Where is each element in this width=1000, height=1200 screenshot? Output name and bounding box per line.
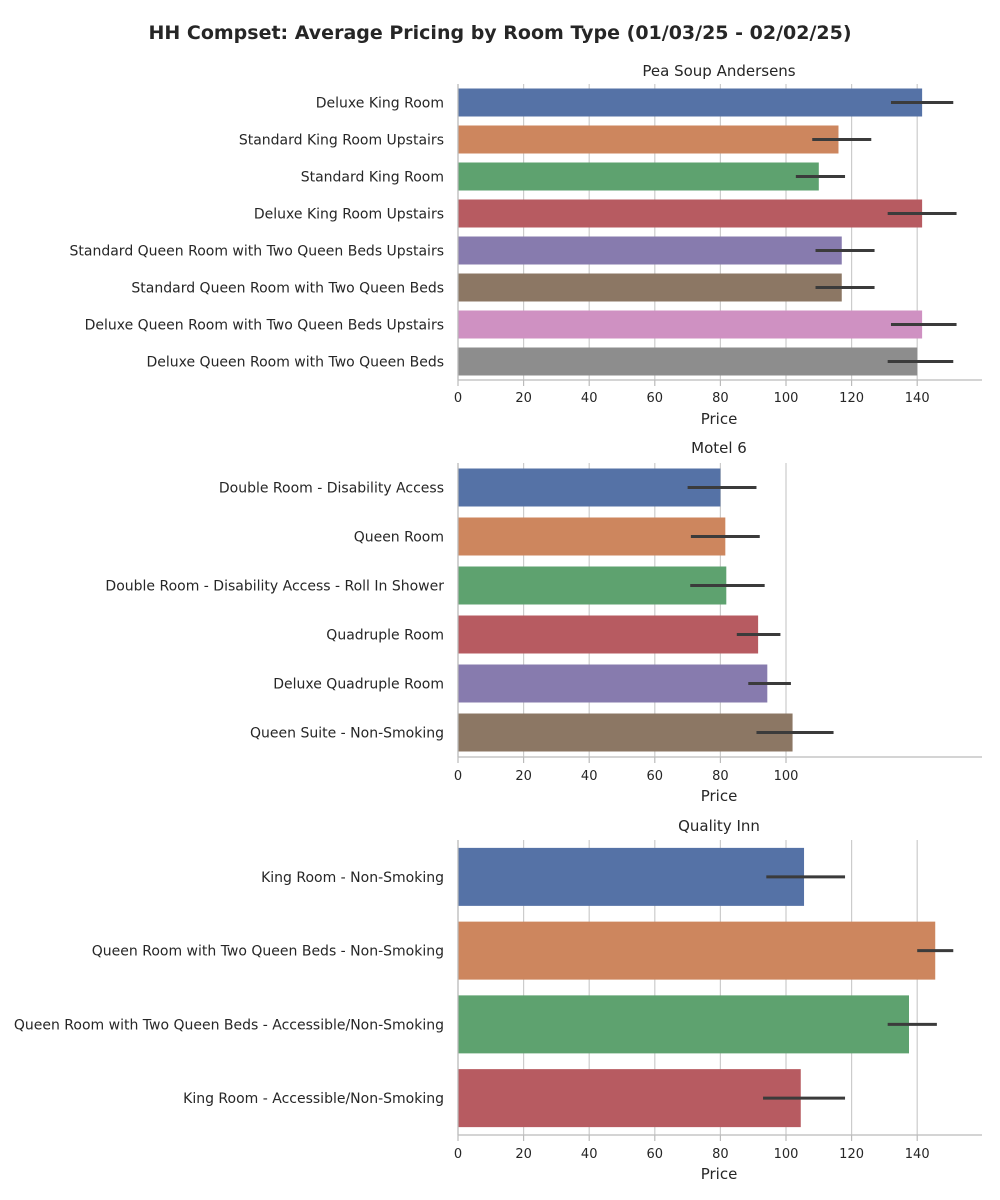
category-label: Quadruple Room (326, 628, 444, 644)
bar (458, 88, 923, 117)
bar (458, 995, 909, 1054)
category-label: Standard King Room (301, 170, 444, 186)
chart-panel-2: Motel 6 0 20 40 60 80 100 Double Room - Disabil… (105, 439, 982, 805)
panel-title: Quality Inn (678, 817, 760, 835)
chart-panel-1: Pea Soup Andersens 0 20 40 60 80 100 120 140 Delu… (70, 62, 982, 428)
x-tick-label: 120 (839, 1147, 864, 1162)
category-label: Deluxe King Room (316, 96, 444, 112)
bar (458, 199, 923, 228)
bar (458, 566, 727, 605)
x-axis-label: Price (701, 410, 738, 428)
bar (458, 273, 842, 302)
x-tick-label: 80 (712, 1147, 729, 1162)
bar (458, 1069, 801, 1128)
category-label: Standard King Room Upstairs (239, 133, 444, 149)
category-label: Queen Room (354, 530, 444, 546)
category-label: Queen Suite - Non-Smoking (250, 726, 444, 742)
x-tick-label: 100 (774, 1147, 799, 1162)
x-tick-label: 20 (515, 1147, 532, 1162)
x-tick-label: 40 (581, 769, 598, 784)
x-tick-label: 60 (647, 1147, 664, 1162)
category-label: Deluxe King Room Upstairs (254, 207, 444, 223)
x-axis-label: Price (701, 787, 738, 805)
figure-title: HH Compset: Average Pricing by Room Type… (148, 22, 851, 44)
category-label: King Room - Non-Smoking (261, 870, 444, 886)
category-label: Deluxe Queen Room with Two Queen Beds Up… (85, 318, 444, 334)
bar (458, 236, 842, 265)
x-tick-label: 0 (454, 769, 462, 784)
x-tick-label: 120 (839, 391, 864, 406)
category-label: Standard Queen Room with Two Queen Beds (131, 281, 444, 297)
bar (458, 615, 759, 654)
category-label: Queen Room with Two Queen Beds - Accessi… (14, 1017, 444, 1033)
x-tick-label: 80 (712, 769, 729, 784)
x-tick-label: 40 (581, 391, 598, 406)
category-label: Double Room - Disability Access (219, 481, 444, 497)
bar (458, 713, 793, 752)
x-tick-label: 100 (774, 391, 799, 406)
x-tick-label: 40 (581, 1147, 598, 1162)
bar (458, 310, 923, 339)
bar (458, 468, 721, 507)
bar (458, 125, 839, 154)
x-axis-label: Price (701, 1165, 738, 1183)
bar (458, 847, 805, 906)
x-tick-label: 60 (647, 391, 664, 406)
category-label: Queen Room with Two Queen Beds - Non-Smo… (92, 944, 444, 960)
bar (458, 517, 726, 556)
category-label: King Room - Accessible/Non-Smoking (183, 1091, 444, 1107)
bar (458, 162, 819, 191)
x-tick-label: 80 (712, 391, 729, 406)
bar (458, 921, 936, 980)
x-tick-label: 100 (774, 769, 799, 784)
panel-title: Motel 6 (691, 439, 747, 457)
x-tick-label: 0 (454, 391, 462, 406)
category-label: Double Room - Disability Access - Roll I… (105, 579, 444, 595)
panel-title: Pea Soup Andersens (642, 62, 795, 80)
x-tick-label: 20 (515, 391, 532, 406)
chart-panel-3: Quality Inn 0 20 40 60 80 100 120 140 King Room -… (14, 817, 982, 1183)
category-label: Standard Queen Room with Two Queen Beds … (70, 244, 444, 260)
x-tick-label: 60 (647, 769, 664, 784)
x-tick-label: 140 (905, 391, 930, 406)
category-label: Deluxe Queen Room with Two Queen Beds (146, 355, 444, 371)
category-label: Deluxe Quadruple Room (273, 677, 444, 693)
x-tick-label: 20 (515, 769, 532, 784)
x-tick-label: 0 (454, 1147, 462, 1162)
bar (458, 347, 918, 376)
bar (458, 664, 768, 703)
x-tick-label: 140 (905, 1147, 930, 1162)
